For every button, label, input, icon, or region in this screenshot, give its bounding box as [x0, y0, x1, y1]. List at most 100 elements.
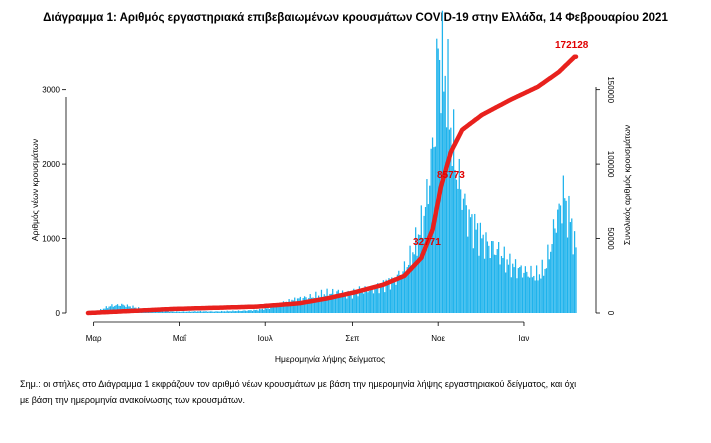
daily-bar — [417, 234, 420, 313]
daily-bar — [235, 311, 237, 313]
left-tick-label: 1000 — [42, 235, 60, 244]
daily-bar — [170, 311, 172, 313]
daily-bar — [291, 299, 293, 313]
daily-bar — [209, 311, 211, 313]
daily-bar — [157, 311, 159, 313]
daily-bar — [517, 268, 519, 313]
daily-bar — [400, 277, 403, 313]
daily-bar — [270, 307, 272, 313]
daily-bar — [302, 298, 304, 313]
daily-bar — [222, 311, 224, 313]
daily-bar — [454, 169, 456, 313]
daily-bar — [540, 278, 542, 313]
daily-bar — [521, 277, 524, 313]
daily-bar — [424, 207, 427, 313]
daily-bar — [467, 236, 469, 313]
daily-bar — [552, 219, 555, 313]
daily-bar — [389, 289, 391, 313]
daily-bar — [278, 305, 280, 313]
daily-bar — [330, 293, 332, 313]
daily-bar — [344, 293, 346, 313]
daily-bar — [159, 311, 161, 313]
daily-bar — [365, 289, 368, 313]
daily-bar — [526, 271, 528, 313]
footnote-line-2: με βάση την ημερομηνία ανακοίνωσης των κ… — [20, 395, 246, 405]
daily-bar — [350, 293, 352, 313]
daily-bar — [510, 277, 512, 313]
daily-bar — [239, 310, 241, 313]
daily-bar — [416, 255, 418, 313]
daily-bar — [478, 255, 480, 313]
daily-bar — [429, 185, 431, 313]
daily-bar — [192, 311, 195, 313]
x-tick-label: Μαρ — [86, 334, 102, 343]
daily-bar — [237, 310, 240, 313]
daily-bar — [455, 179, 458, 313]
chart-plot: 0 1000 2000 3000 0 50000 100000 150000 Μαρ Μαΐ Ιου… — [30, 10, 632, 364]
daily-bar — [163, 311, 165, 313]
daily-bar — [243, 310, 245, 313]
daily-bar — [572, 254, 574, 313]
daily-bar — [339, 293, 341, 313]
daily-bar — [498, 242, 500, 313]
daily-bar — [571, 218, 573, 313]
daily-bar — [405, 273, 407, 313]
daily-bar — [257, 310, 259, 313]
right-tick-label: 150000 — [606, 76, 615, 103]
daily-bar — [181, 311, 183, 313]
daily-bar — [445, 127, 448, 313]
daily-bar — [204, 311, 206, 313]
daily-bar — [323, 294, 325, 313]
daily-bar — [166, 311, 168, 313]
daily-bar — [336, 291, 338, 313]
daily-bar — [399, 275, 401, 313]
daily-bar — [403, 261, 406, 313]
daily-bar — [453, 109, 455, 313]
axes — [62, 87, 600, 326]
daily-bar — [565, 200, 567, 313]
daily-bar — [555, 232, 557, 313]
daily-bar — [535, 265, 538, 313]
daily-bar — [440, 113, 442, 313]
daily-bar — [545, 268, 548, 313]
daily-bar — [268, 308, 271, 313]
daily-bar — [230, 311, 233, 313]
daily-bar — [348, 295, 351, 313]
daily-bar — [164, 311, 166, 313]
daily-bar — [312, 297, 314, 313]
daily-bar — [476, 223, 479, 313]
daily-bar — [319, 297, 321, 313]
daily-bar — [160, 311, 162, 313]
daily-bar — [360, 291, 362, 313]
daily-bar — [289, 304, 292, 313]
daily-bar — [358, 286, 361, 313]
daily-bar — [559, 205, 562, 313]
daily-bar — [528, 277, 531, 313]
daily-bar — [364, 286, 366, 313]
daily-bar — [475, 229, 477, 313]
annotation-total: 172128 — [555, 40, 589, 51]
daily-bar — [419, 234, 421, 313]
daily-bar — [326, 288, 328, 313]
daily-bar — [516, 278, 518, 313]
daily-bar — [215, 311, 217, 313]
daily-bar — [514, 259, 517, 313]
daily-bar — [191, 311, 193, 313]
x-tick-label: Ιουλ — [258, 334, 273, 343]
daily-bar — [460, 189, 462, 313]
daily-bar — [223, 311, 226, 313]
daily-bar — [173, 311, 175, 313]
daily-bar — [386, 282, 389, 313]
daily-bar — [167, 311, 169, 313]
daily-bar — [212, 311, 214, 313]
daily-bar — [538, 274, 541, 313]
daily-bar — [178, 311, 181, 313]
daily-bar — [282, 301, 285, 313]
daily-bar — [523, 272, 525, 313]
daily-bar — [450, 127, 452, 313]
daily-bar — [254, 310, 256, 313]
daily-bar — [447, 39, 449, 313]
daily-bar — [544, 268, 546, 313]
daily-bar — [372, 293, 375, 313]
cumulative-series-line — [85, 54, 579, 316]
